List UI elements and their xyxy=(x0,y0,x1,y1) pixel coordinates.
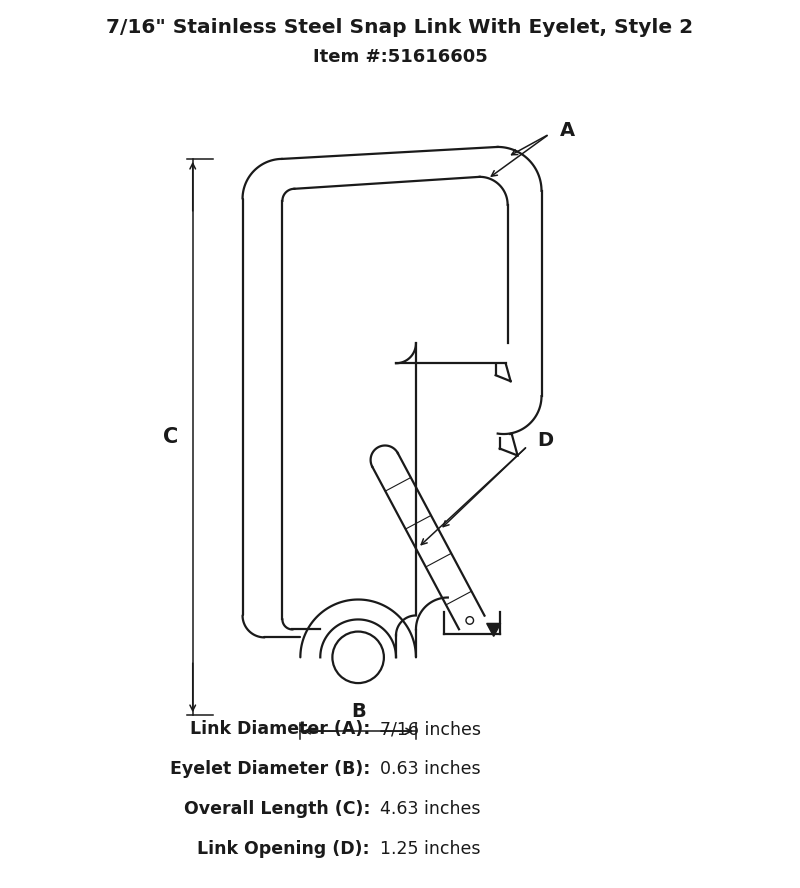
Text: 1.25 inches: 1.25 inches xyxy=(380,840,481,858)
Text: 4.63 inches: 4.63 inches xyxy=(380,800,481,818)
Text: Link Diameter (A):: Link Diameter (A): xyxy=(190,720,370,738)
Text: D: D xyxy=(538,431,554,449)
Text: 0.63 inches: 0.63 inches xyxy=(380,760,481,778)
Text: C: C xyxy=(163,427,178,447)
Text: A: A xyxy=(559,122,574,140)
Text: 7/16" Stainless Steel Snap Link With Eyelet, Style 2: 7/16" Stainless Steel Snap Link With Eye… xyxy=(106,18,694,36)
Text: B: B xyxy=(350,702,366,721)
Text: Item #:51616605: Item #:51616605 xyxy=(313,48,487,67)
Polygon shape xyxy=(486,623,501,637)
Text: Overall Length (C):: Overall Length (C): xyxy=(184,800,370,818)
Text: Eyelet Diameter (B):: Eyelet Diameter (B): xyxy=(170,760,370,778)
Text: 7/16 inches: 7/16 inches xyxy=(380,720,481,738)
Text: Link Opening (D):: Link Opening (D): xyxy=(198,840,370,858)
